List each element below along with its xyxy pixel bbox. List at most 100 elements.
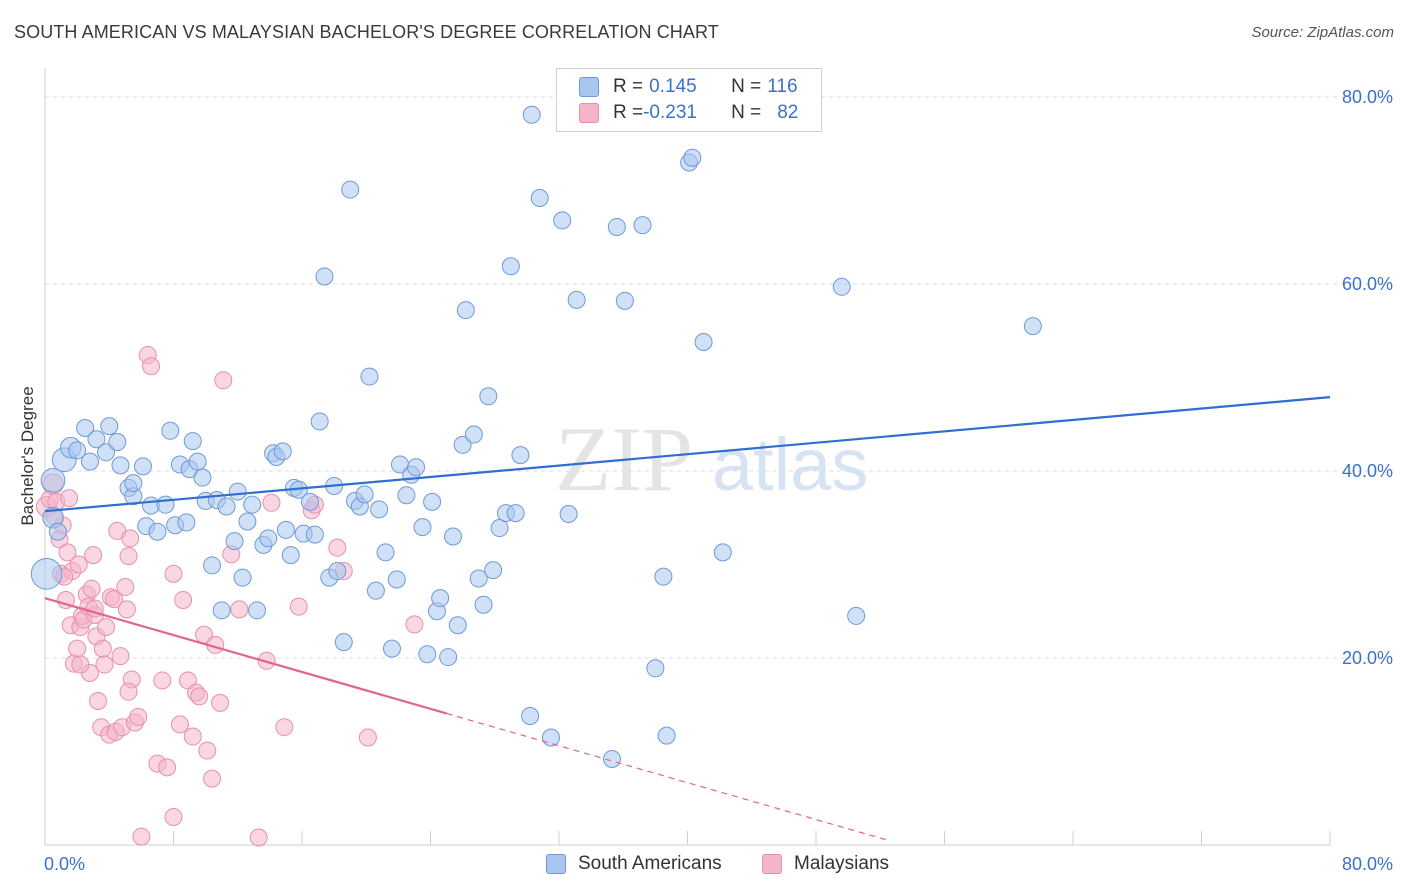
source-label: Source: ZipAtlas.com [1251,24,1394,41]
malaysian-point [89,692,108,711]
malaysian-point [211,693,230,712]
south-american-point [366,581,385,600]
south-american-point [148,522,167,541]
legend-n-label: N = [731,102,762,123]
south-american-point [341,180,360,199]
malaysian-point [116,577,135,596]
y-axis-title: Bachelor's Degree [18,386,37,526]
y-tick-label: 20.0% [1342,648,1393,668]
y-tick-label: 40.0% [1342,461,1393,481]
malaysian-point [95,655,114,674]
malaysian-point [71,655,90,674]
south-americans-points [30,105,1042,768]
bottom-legend-label: Malaysians [794,853,890,874]
south-american-point [305,525,324,544]
bottom-legend-south-americans: South Americans [546,852,722,876]
malaysian-point [249,828,268,847]
south-american-point [238,512,257,531]
south-american-point [418,645,437,664]
malaysian-point [68,639,87,658]
south-american-point [506,504,525,523]
bottom-legend-malaysians: Malaysians [762,852,889,876]
south-american-trendline [44,396,1331,513]
malaysian-point [97,618,116,637]
malaysian-point [84,546,103,565]
malaysian-point [275,718,294,737]
south-american-point [225,532,244,551]
legend-r-label: R = [613,102,644,123]
south-american-point [183,432,202,451]
south-american-point [713,543,732,562]
legend-swatch-blue [579,77,599,97]
south-american-point [259,529,278,548]
south-american-point [281,546,300,565]
malaysian-point [183,727,202,746]
south-american-point [511,446,530,465]
malaysian-trendline [44,597,447,715]
south-american-point [48,522,67,541]
south-american-point [315,267,334,286]
south-american-point [484,561,503,580]
south-american-point [161,421,180,440]
south-american-point [217,497,236,516]
stats-legend: R = 0.145 N = 116 R = -0.231 N = 82 [556,68,822,132]
south-american-point [607,217,626,236]
south-american-point [413,518,432,537]
malaysian-point [121,529,140,548]
malaysian-point [170,715,189,734]
chart-title: SOUTH AMERICAN VS MALAYSIAN BACHELOR'S D… [14,22,719,42]
south-american-point [228,482,247,501]
south-american-point [273,442,292,461]
south-american-point [423,492,442,511]
south-american-point [177,513,196,532]
south-american-point [522,105,541,124]
south-american-point [111,456,130,475]
legend-n-label: N = [731,76,762,97]
south-american-point [541,728,560,747]
south-american-point [87,430,106,449]
malaysian-point [158,758,177,777]
south-american-point [439,648,458,667]
south-american-point [559,505,578,524]
south-american-point [212,601,231,620]
malaysian-point [405,615,424,634]
malaysian-point [203,769,222,788]
south-american-point [431,589,450,608]
bottom-legend-swatch-pink [762,854,782,874]
tick-labels: 20.0% 40.0% 60.0% 80.0% 0.0% 80.0% [44,87,1393,874]
south-american-point [376,543,395,562]
south-american-point [474,595,493,614]
south-american-point [1023,317,1042,336]
south-american-point [108,433,127,452]
south-american-point [443,527,462,546]
legend-row-malaysians: R = -0.231 N = 82 [579,101,798,125]
south-american-point [654,567,673,586]
south-american-point [521,706,540,725]
south-american-point [553,211,572,230]
south-american-point [490,519,509,538]
malaysian-point [105,590,124,609]
south-american-point [603,749,622,768]
south-american-point [233,568,252,587]
south-american-point [847,606,866,625]
south-american-point [633,216,652,235]
malaysian-point [358,728,377,747]
malaysian-point [328,538,347,557]
malaysian-point [164,564,183,583]
south-american-point [76,418,95,437]
malaysian-point [132,827,151,846]
south-american-point [464,425,483,444]
south-american-point [453,435,472,454]
south-american-point [40,467,66,493]
malaysian-point [60,489,79,508]
south-american-point [683,148,702,167]
south-american-point [694,332,713,351]
south-american-point [615,291,634,310]
south-american-point [100,417,119,436]
south-american-point [188,452,207,471]
south-american-point [407,458,426,477]
legend-row-south-americans: R = 0.145 N = 116 [579,75,798,99]
south-american-point [360,367,379,386]
malaysian-point [82,579,101,598]
south-american-point [243,495,262,514]
